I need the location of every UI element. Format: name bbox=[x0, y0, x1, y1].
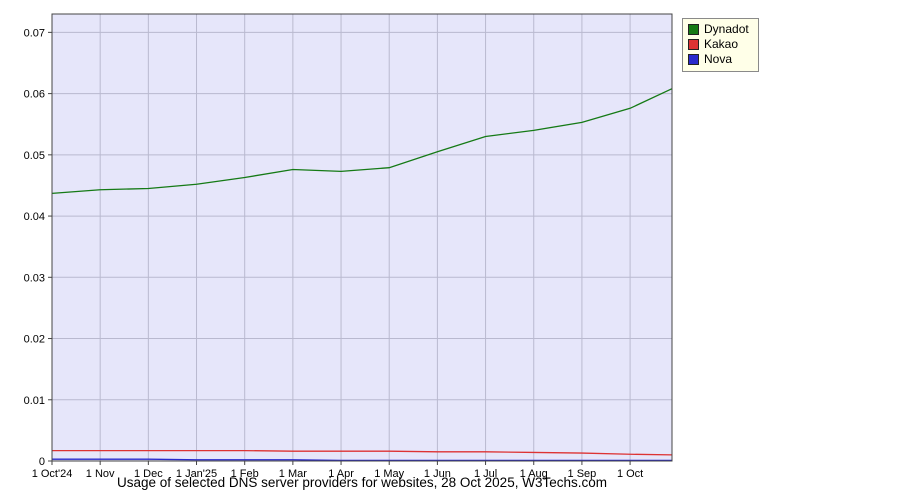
chart-title: Usage of selected DNS server providers f… bbox=[117, 475, 607, 490]
legend-label-kakao: Kakao bbox=[704, 37, 739, 51]
y-tick-label: 0 bbox=[39, 456, 45, 468]
x-tick-label: 1 Sep bbox=[568, 468, 597, 480]
series-line-kakao bbox=[52, 449, 673, 456]
x-tick-label: 1 Oct'24 bbox=[32, 468, 73, 480]
legend-item-nova: Nova bbox=[688, 52, 749, 67]
y-tick-label: 0.02 bbox=[24, 334, 45, 346]
x-tick-label: 1 May bbox=[374, 468, 404, 480]
y-tick-label: 0.01 bbox=[24, 395, 45, 407]
x-tick-label: 1 Jun bbox=[424, 468, 451, 480]
y-tick-label: 0.06 bbox=[24, 89, 45, 101]
y-tick-label: 0.04 bbox=[24, 211, 45, 223]
x-tick-label: 1 Apr bbox=[328, 468, 354, 480]
dynadot-swatch-icon bbox=[688, 24, 699, 35]
x-tick-label: 1 Mar bbox=[279, 468, 307, 480]
kakao-swatch-icon bbox=[688, 39, 699, 50]
legend-label-dynadot: Dynadot bbox=[704, 22, 749, 36]
x-tick-label: 1 Feb bbox=[231, 468, 259, 480]
plot-area bbox=[52, 14, 672, 461]
x-tick-label: 1 Nov bbox=[86, 468, 115, 480]
x-tick-label: 1 Dec bbox=[134, 468, 163, 480]
legend-label-nova: Nova bbox=[704, 52, 733, 66]
x-tick-label: 1 Aug bbox=[520, 468, 548, 480]
y-tick-label: 0.03 bbox=[24, 272, 45, 284]
plot-border bbox=[51, 13, 673, 462]
x-tick-label: 1 Jul bbox=[474, 468, 497, 480]
series-line-dynadot bbox=[51, 88, 673, 195]
y-tick-label: 0.07 bbox=[24, 27, 45, 39]
legend-item-dynadot: Dynadot bbox=[688, 22, 749, 37]
nova-swatch-icon bbox=[688, 54, 699, 65]
x-tick-label: 1 Jan'25 bbox=[176, 468, 217, 480]
series-line-nova bbox=[52, 458, 672, 462]
legend: Dynadot Kakao Nova bbox=[682, 18, 759, 72]
y-tick-label: 0.05 bbox=[24, 150, 45, 162]
x-tick-label: 1 Oct bbox=[617, 468, 643, 480]
legend-item-kakao: Kakao bbox=[688, 37, 749, 52]
